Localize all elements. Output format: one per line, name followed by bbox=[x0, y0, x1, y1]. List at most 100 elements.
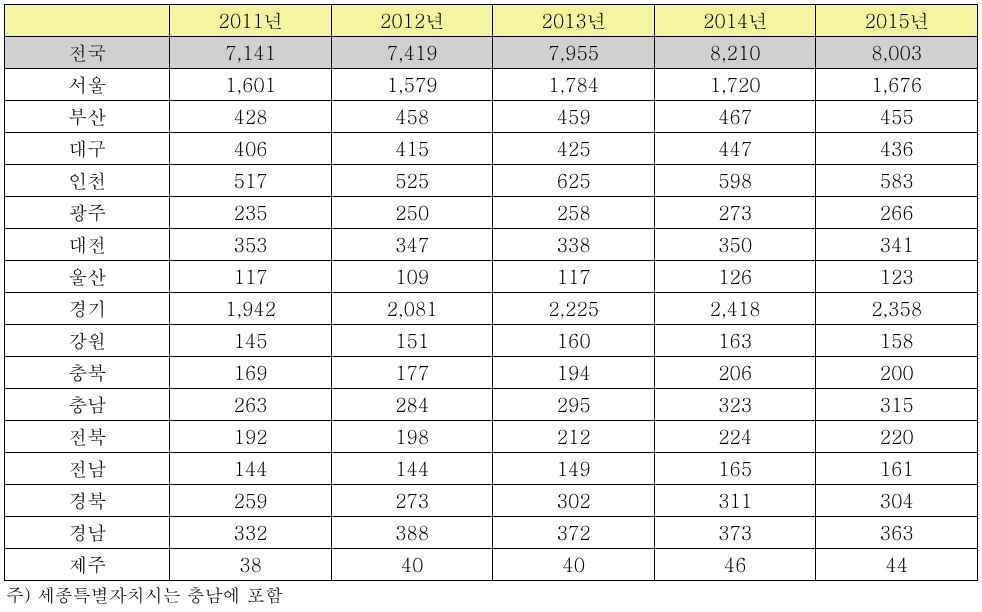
table-row: 전북192198212224220 bbox=[5, 421, 978, 453]
total-val-1: 7,419 bbox=[331, 37, 493, 69]
cell-value: 2,081 bbox=[331, 293, 493, 325]
cell-value: 338 bbox=[493, 229, 655, 261]
cell-value: 341 bbox=[816, 229, 978, 261]
cell-value: 517 bbox=[170, 165, 332, 197]
total-val-3: 8,210 bbox=[654, 37, 816, 69]
cell-value: 350 bbox=[654, 229, 816, 261]
cell-value: 1,942 bbox=[170, 293, 332, 325]
cell-value: 311 bbox=[654, 485, 816, 517]
row-label: 전북 bbox=[5, 421, 170, 453]
cell-value: 1,720 bbox=[654, 69, 816, 101]
table-row: 충북169177194206200 bbox=[5, 357, 978, 389]
cell-value: 302 bbox=[493, 485, 655, 517]
cell-value: 165 bbox=[654, 453, 816, 485]
header-blank bbox=[5, 5, 170, 37]
cell-value: 194 bbox=[493, 357, 655, 389]
cell-value: 2,418 bbox=[654, 293, 816, 325]
row-label: 울산 bbox=[5, 261, 170, 293]
table-row: 제주3840404644 bbox=[5, 549, 978, 581]
cell-value: 1,601 bbox=[170, 69, 332, 101]
cell-value: 117 bbox=[493, 261, 655, 293]
cell-value: 273 bbox=[331, 485, 493, 517]
cell-value: 406 bbox=[170, 133, 332, 165]
header-year-2014: 2014년 bbox=[654, 5, 816, 37]
cell-value: 145 bbox=[170, 325, 332, 357]
cell-value: 304 bbox=[816, 485, 978, 517]
cell-value: 425 bbox=[493, 133, 655, 165]
row-label: 전남 bbox=[5, 453, 170, 485]
table-row: 부산428458459467455 bbox=[5, 101, 978, 133]
total-val-2: 7,955 bbox=[493, 37, 655, 69]
table-row: 인천517525625598583 bbox=[5, 165, 978, 197]
total-label: 전국 bbox=[5, 37, 170, 69]
data-table: 2011년 2012년 2013년 2014년 2015년 전국 7,141 7… bbox=[4, 4, 978, 581]
cell-value: 347 bbox=[331, 229, 493, 261]
cell-value: 44 bbox=[816, 549, 978, 581]
cell-value: 388 bbox=[331, 517, 493, 549]
table-row: 전남144144149165161 bbox=[5, 453, 978, 485]
row-label: 경북 bbox=[5, 485, 170, 517]
row-label: 대구 bbox=[5, 133, 170, 165]
cell-value: 126 bbox=[654, 261, 816, 293]
footnote: 주) 세종특별자치시는 충남에 포함 bbox=[4, 583, 978, 608]
cell-value: 1,784 bbox=[493, 69, 655, 101]
header-year-2012: 2012년 bbox=[331, 5, 493, 37]
row-label: 충남 bbox=[5, 389, 170, 421]
cell-value: 266 bbox=[816, 197, 978, 229]
cell-value: 250 bbox=[331, 197, 493, 229]
cell-value: 149 bbox=[493, 453, 655, 485]
table-row: 대구406415425447436 bbox=[5, 133, 978, 165]
cell-value: 192 bbox=[170, 421, 332, 453]
cell-value: 428 bbox=[170, 101, 332, 133]
cell-value: 467 bbox=[654, 101, 816, 133]
header-year-2011: 2011년 bbox=[170, 5, 332, 37]
cell-value: 447 bbox=[654, 133, 816, 165]
row-label: 충북 bbox=[5, 357, 170, 389]
table-row: 대전353347338350341 bbox=[5, 229, 978, 261]
table-row: 서울1,6011,5791,7841,7201,676 bbox=[5, 69, 978, 101]
cell-value: 46 bbox=[654, 549, 816, 581]
cell-value: 2,225 bbox=[493, 293, 655, 325]
cell-value: 198 bbox=[331, 421, 493, 453]
cell-value: 40 bbox=[331, 549, 493, 581]
table-row: 경기1,9422,0812,2252,4182,358 bbox=[5, 293, 978, 325]
row-label: 광주 bbox=[5, 197, 170, 229]
table-row: 광주235250258273266 bbox=[5, 197, 978, 229]
cell-value: 455 bbox=[816, 101, 978, 133]
cell-value: 177 bbox=[331, 357, 493, 389]
cell-value: 200 bbox=[816, 357, 978, 389]
cell-value: 158 bbox=[816, 325, 978, 357]
cell-value: 224 bbox=[654, 421, 816, 453]
cell-value: 212 bbox=[493, 421, 655, 453]
row-label: 경남 bbox=[5, 517, 170, 549]
cell-value: 163 bbox=[654, 325, 816, 357]
header-year-2013: 2013년 bbox=[493, 5, 655, 37]
cell-value: 123 bbox=[816, 261, 978, 293]
cell-value: 235 bbox=[170, 197, 332, 229]
cell-value: 284 bbox=[331, 389, 493, 421]
cell-value: 458 bbox=[331, 101, 493, 133]
cell-value: 625 bbox=[493, 165, 655, 197]
table-row: 경남332388372373363 bbox=[5, 517, 978, 549]
cell-value: 373 bbox=[654, 517, 816, 549]
cell-value: 1,676 bbox=[816, 69, 978, 101]
table-row: 경북259273302311304 bbox=[5, 485, 978, 517]
cell-value: 40 bbox=[493, 549, 655, 581]
row-label: 대전 bbox=[5, 229, 170, 261]
row-label: 경기 bbox=[5, 293, 170, 325]
cell-value: 598 bbox=[654, 165, 816, 197]
table-body: 전국 7,141 7,419 7,955 8,210 8,003 서울1,601… bbox=[5, 37, 978, 581]
table-total-row: 전국 7,141 7,419 7,955 8,210 8,003 bbox=[5, 37, 978, 69]
cell-value: 323 bbox=[654, 389, 816, 421]
cell-value: 315 bbox=[816, 389, 978, 421]
header-year-2015: 2015년 bbox=[816, 5, 978, 37]
row-label: 제주 bbox=[5, 549, 170, 581]
cell-value: 295 bbox=[493, 389, 655, 421]
cell-value: 1,579 bbox=[331, 69, 493, 101]
cell-value: 144 bbox=[170, 453, 332, 485]
cell-value: 160 bbox=[493, 325, 655, 357]
cell-value: 206 bbox=[654, 357, 816, 389]
cell-value: 583 bbox=[816, 165, 978, 197]
cell-value: 38 bbox=[170, 549, 332, 581]
table-row: 강원145151160163158 bbox=[5, 325, 978, 357]
